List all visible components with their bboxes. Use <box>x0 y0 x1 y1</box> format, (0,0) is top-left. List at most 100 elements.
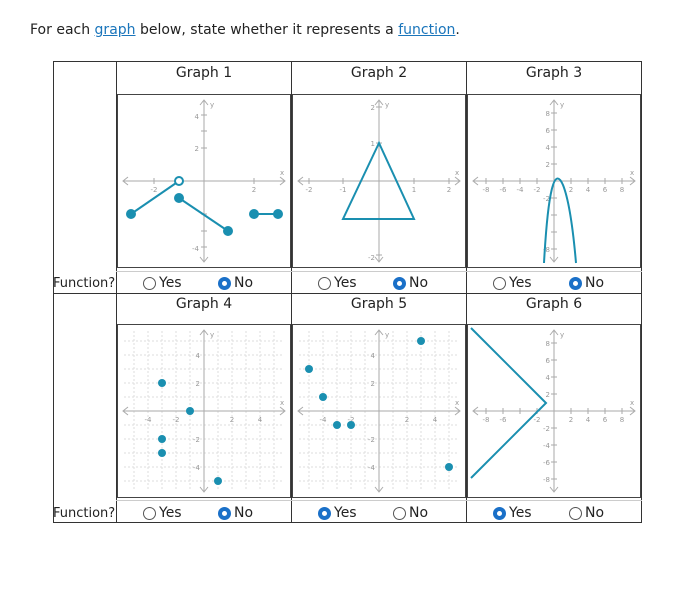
svg-text:-2: -2 <box>534 416 541 424</box>
svg-text:4: 4 <box>586 416 591 424</box>
svg-text:-4: -4 <box>145 416 153 424</box>
svg-text:8: 8 <box>620 186 624 194</box>
graph-1-plot: -2 2 4 2 -4 y x <box>117 94 291 268</box>
svg-text:2: 2 <box>546 391 550 399</box>
radio-selected-icon <box>569 276 582 290</box>
radio-selected-icon <box>218 276 231 290</box>
svg-text:2: 2 <box>447 186 451 194</box>
radio-selected-icon <box>318 506 331 520</box>
svg-text:2: 2 <box>230 416 234 424</box>
radio-selected-icon <box>218 506 231 520</box>
graph-2-title: Graph 2 <box>350 65 408 81</box>
svg-text:-2: -2 <box>151 186 158 194</box>
svg-text:4: 4 <box>586 186 591 194</box>
graph-1-yes-radio[interactable]: Yes <box>143 275 182 291</box>
svg-text:8: 8 <box>620 416 624 424</box>
graph-5-no-radio[interactable]: No <box>393 505 428 521</box>
svg-text:2: 2 <box>546 161 550 169</box>
graph-4-title: Graph 4 <box>175 296 233 312</box>
svg-text:-1: -1 <box>340 186 347 194</box>
radio-unselected-icon <box>143 276 156 290</box>
y-axis-label: y <box>560 331 564 339</box>
x-axis-label: x <box>280 169 284 177</box>
x-axis-label: x <box>280 399 284 407</box>
yes-label: Yes <box>159 275 182 291</box>
no-label: No <box>409 505 429 521</box>
y-axis-label: y <box>385 101 389 109</box>
svg-text:-4: -4 <box>543 442 551 450</box>
yes-label: Yes <box>334 275 357 291</box>
graph-6-title: Graph 6 <box>525 296 583 312</box>
svg-text:-2: -2 <box>193 436 200 444</box>
svg-text:2: 2 <box>371 380 375 388</box>
svg-text:2: 2 <box>195 145 199 153</box>
graph-3-no-radio[interactable]: No <box>569 275 604 291</box>
graph-5-plot: -4 -2 2 4 4 2 -2 -4 y x <box>292 324 466 498</box>
svg-text:-2: -2 <box>348 416 355 424</box>
svg-text:-4: -4 <box>192 245 200 253</box>
svg-text:-6: -6 <box>543 459 551 467</box>
yes-label: Yes <box>334 505 357 521</box>
graph-2-no-radio[interactable]: No <box>393 275 428 291</box>
yes-label: Yes <box>509 275 532 291</box>
svg-text:6: 6 <box>546 357 551 365</box>
graph-6-yes-radio[interactable]: Yes <box>493 505 532 521</box>
svg-text:-2: -2 <box>534 186 541 194</box>
svg-text:-2: -2 <box>543 195 550 203</box>
svg-text:2: 2 <box>196 380 200 388</box>
x-axis-label: x <box>455 169 459 177</box>
svg-text:-4: -4 <box>517 186 525 194</box>
instruction-text: For each graph below, state whether it r… <box>30 22 460 38</box>
svg-text:-2: -2 <box>368 436 375 444</box>
no-label: No <box>234 505 254 521</box>
graph-2-plot: -2 -1 1 2 2 1 -2 y x <box>292 94 466 268</box>
graph-1-title: Graph 1 <box>175 65 233 81</box>
no-label: No <box>234 275 254 291</box>
row-label-function-2: Function? <box>53 506 116 521</box>
x-axis-label: x <box>630 399 634 407</box>
radio-unselected-icon <box>143 506 156 520</box>
svg-text:8: 8 <box>546 110 550 118</box>
svg-text:2: 2 <box>252 186 256 194</box>
graph-4-yes-radio[interactable]: Yes <box>143 505 182 521</box>
graph-1-no-radio[interactable]: No <box>218 275 253 291</box>
svg-text:2: 2 <box>569 416 573 424</box>
no-label: No <box>585 275 605 291</box>
svg-text:-2: -2 <box>306 186 313 194</box>
graph-link[interactable]: graph <box>94 22 136 38</box>
y-axis-label: y <box>560 101 564 109</box>
graph-3-yes-radio[interactable]: Yes <box>493 275 532 291</box>
svg-text:-4: -4 <box>368 464 376 472</box>
instruction-mid: below, state whether it represents a <box>135 22 399 38</box>
y-axis-label: y <box>385 331 389 339</box>
svg-text:-6: -6 <box>500 186 508 194</box>
radio-unselected-icon <box>493 276 506 290</box>
y-axis-label: y <box>210 101 214 109</box>
graph-4-plot: -4 -2 2 4 4 2 -2 -4 y x <box>117 324 291 498</box>
svg-text:4: 4 <box>196 352 201 360</box>
svg-text:4: 4 <box>546 144 551 152</box>
graph-4-no-radio[interactable]: No <box>218 505 253 521</box>
radio-selected-icon <box>493 506 506 520</box>
graph-3-plot: -8 -6 -4 -2 2 4 6 8 8 6 4 2 -2 -8 y x <box>467 94 641 268</box>
x-axis-label: x <box>630 169 634 177</box>
graph-6-no-radio[interactable]: No <box>569 505 604 521</box>
yes-label: Yes <box>159 505 182 521</box>
no-label: No <box>585 505 605 521</box>
graph-6-plot: -8 -6 -2 2 4 6 8 8 6 4 2 -2 -4 -6 -8 y x <box>467 324 641 498</box>
svg-text:-8: -8 <box>543 476 550 484</box>
svg-text:-8: -8 <box>483 186 490 194</box>
svg-text:6: 6 <box>603 416 608 424</box>
svg-text:1: 1 <box>412 186 416 194</box>
svg-text:-2: -2 <box>173 416 180 424</box>
svg-text:-2: -2 <box>543 425 550 433</box>
svg-text:-8: -8 <box>483 416 490 424</box>
graph-3-title: Graph 3 <box>525 65 583 81</box>
yes-label: Yes <box>509 505 532 521</box>
graph-2-yes-radio[interactable]: Yes <box>318 275 357 291</box>
function-link[interactable]: function <box>398 22 456 38</box>
radio-unselected-icon <box>393 506 406 520</box>
graph-5-yes-radio[interactable]: Yes <box>318 505 357 521</box>
radio-unselected-icon <box>318 276 331 290</box>
row-label-function-1: Function? <box>53 276 116 291</box>
